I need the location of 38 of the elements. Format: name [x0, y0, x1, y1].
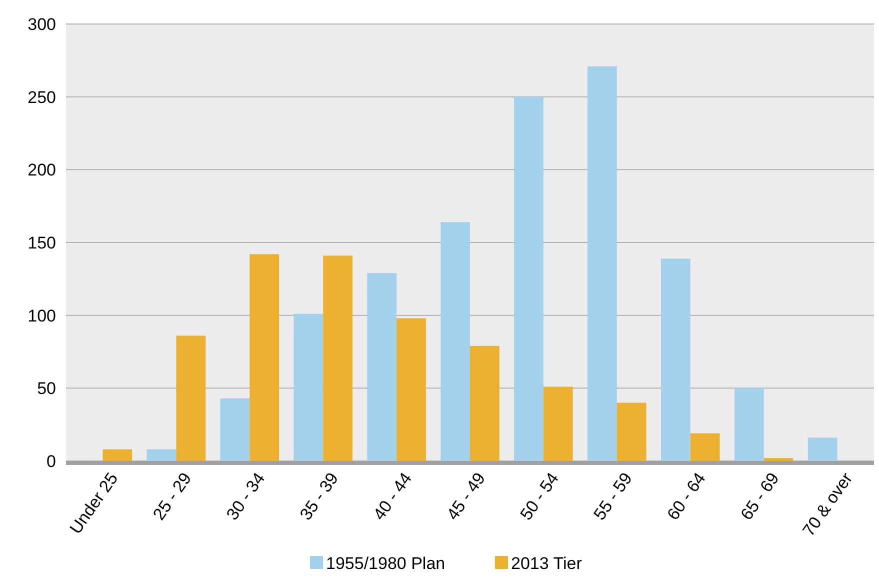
bar	[396, 318, 426, 461]
bar	[176, 336, 206, 461]
bar	[808, 438, 838, 461]
bar	[220, 398, 250, 461]
x-tick-label: 25 - 29	[149, 469, 196, 524]
y-tick-label: 100	[28, 306, 56, 326]
bar	[764, 458, 794, 461]
bar	[294, 314, 324, 461]
bar	[102, 449, 132, 461]
x-tick-label: 35 - 39	[296, 469, 342, 524]
bar	[543, 386, 573, 461]
x-tick-label: 55 - 59	[590, 469, 636, 524]
bar	[690, 433, 720, 461]
bar	[616, 402, 646, 461]
y-tick-label: 250	[28, 88, 56, 107]
bar	[146, 449, 176, 461]
x-tick-label: 45 - 49	[443, 469, 490, 524]
y-tick-label: 0	[46, 452, 56, 471]
x-tick-label: 65 - 69	[736, 469, 783, 524]
bar	[323, 256, 352, 461]
x-tick-label: 50 - 54	[516, 469, 562, 524]
legend-label: 2013 Tier	[511, 554, 582, 573]
y-tick-label: 200	[28, 160, 56, 180]
bar	[367, 273, 397, 461]
bar	[588, 66, 617, 461]
bar	[660, 258, 690, 461]
legend-label: 1955/1980 Plan	[326, 554, 446, 573]
x-tick-label: 60 - 64	[663, 469, 710, 524]
y-tick-label: 150	[28, 233, 56, 252]
x-tick-label: 30 - 34	[222, 469, 269, 524]
bar	[734, 388, 764, 461]
x-tick-label: 40 - 44	[370, 469, 416, 524]
y-tick-label: 50	[37, 379, 56, 398]
y-tick-label: 300	[28, 14, 56, 34]
bar	[440, 222, 470, 461]
bar	[470, 346, 500, 461]
bar	[514, 96, 544, 461]
bar	[250, 254, 280, 461]
